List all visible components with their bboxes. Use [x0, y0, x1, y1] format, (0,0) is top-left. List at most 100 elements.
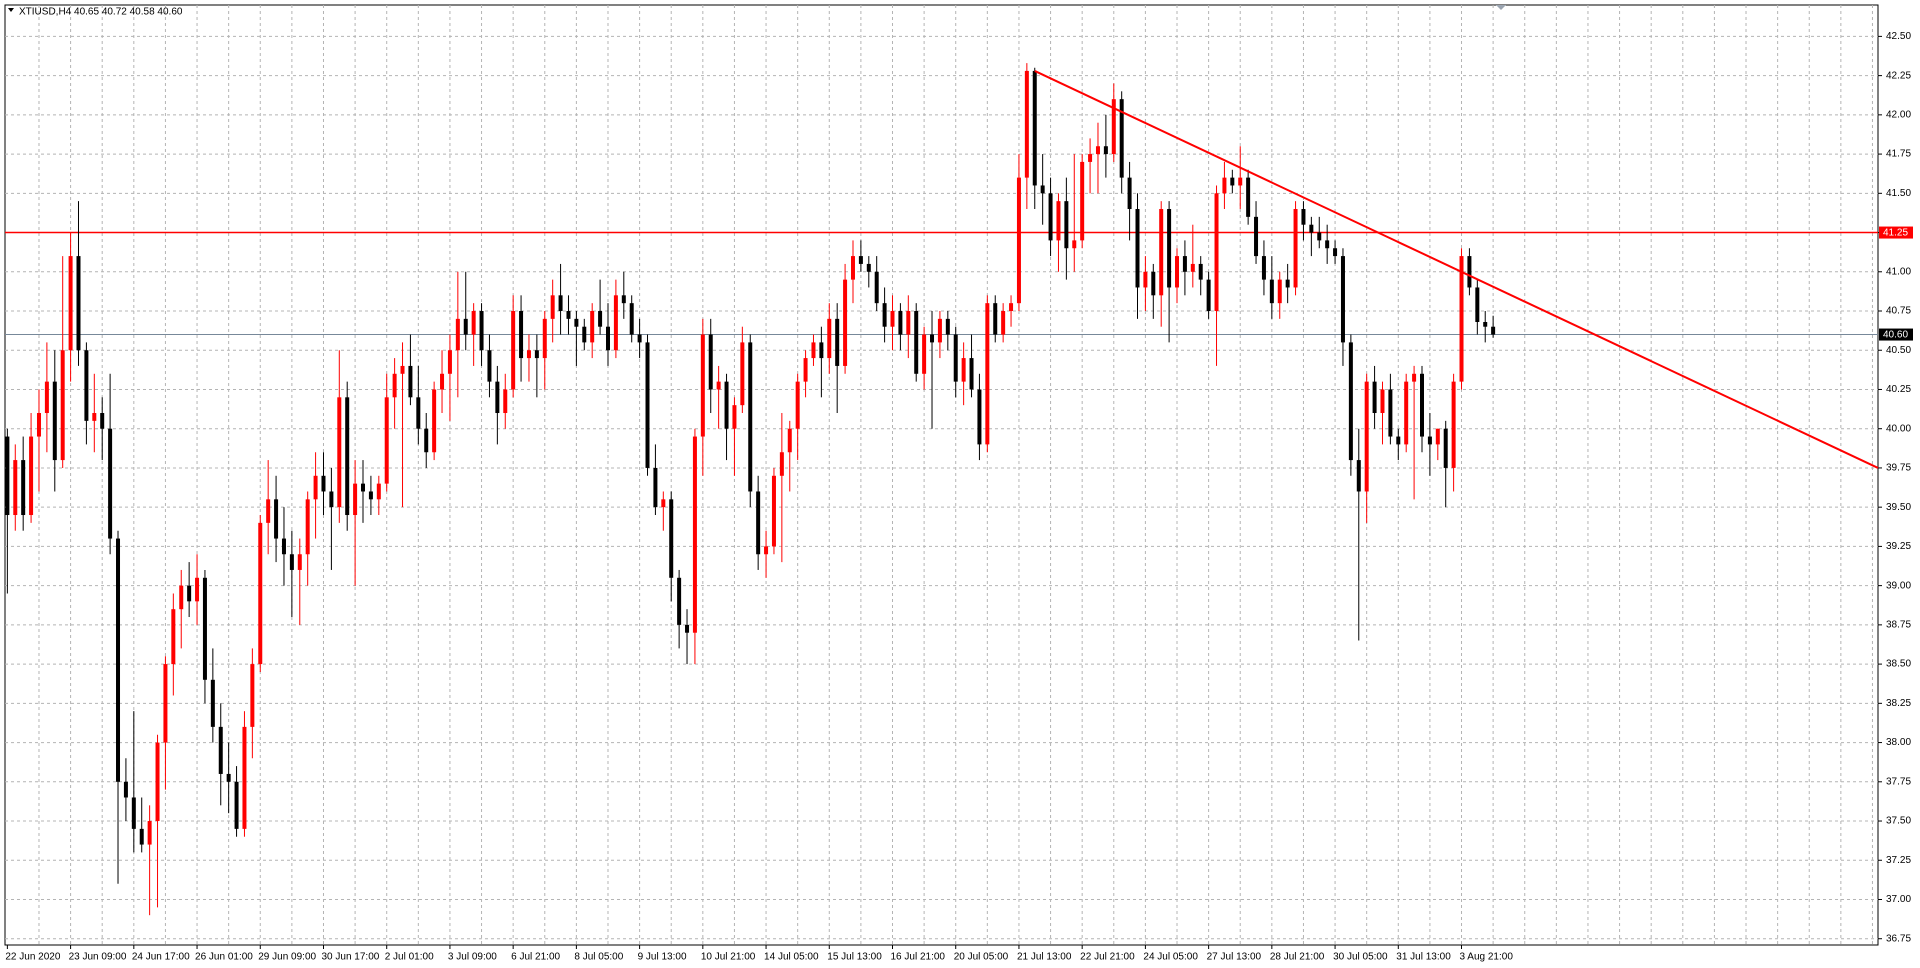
candle-body [1159, 209, 1164, 296]
candle-body [1206, 279, 1211, 312]
candle-body [613, 295, 618, 351]
candle-body [321, 475, 326, 492]
candle-body [179, 585, 184, 610]
candle-body [771, 475, 776, 547]
candle-body [424, 428, 429, 453]
candle-body [297, 554, 302, 570]
candle-body [677, 577, 682, 625]
candle-body [84, 350, 89, 421]
candle-body [1238, 177, 1243, 186]
candle-body [882, 303, 887, 327]
candle-body [432, 389, 437, 453]
candle-body [724, 381, 729, 429]
candle-body [455, 318, 460, 351]
candle-body [803, 358, 808, 382]
y-tick-label: 37.75 [1886, 776, 1911, 787]
x-tick-label: 28 Jul 21:00 [1270, 952, 1325, 963]
candle-body [1072, 240, 1077, 249]
candle-body [843, 279, 848, 366]
y-tick-label: 40.00 [1886, 423, 1911, 434]
candle-body [835, 318, 840, 366]
x-tick-label: 24 Jun 17:00 [132, 952, 190, 963]
price-tag [1879, 226, 1913, 239]
candle-body [1127, 177, 1132, 210]
candle-body [116, 538, 121, 782]
y-tick-label: 39.50 [1886, 502, 1911, 513]
candle-body [1167, 209, 1172, 288]
candle-body [511, 311, 516, 390]
candle-body [1056, 201, 1061, 241]
candle-body [819, 342, 824, 359]
candle-body [969, 358, 974, 390]
candle-body [1016, 177, 1021, 304]
candle-body [384, 397, 389, 484]
price-tag [1879, 328, 1913, 341]
candle-body [756, 491, 761, 555]
candle-body [1483, 321, 1488, 327]
candle-body [566, 311, 571, 319]
candle-body [163, 664, 168, 743]
candle-body [850, 256, 855, 280]
candle-body [495, 381, 500, 414]
candle-body [1412, 373, 1417, 382]
candle-body [1111, 99, 1116, 155]
candle-body [1301, 209, 1306, 225]
candle-body [1001, 311, 1006, 335]
candle-body [590, 311, 595, 343]
menu-arrow[interactable] [8, 8, 14, 12]
chart-title: XTIUSD,H4 40.65 40.72 40.58 40.60 [19, 7, 183, 18]
candle-body [353, 483, 358, 516]
candle-body [874, 271, 879, 304]
candle-body [1277, 279, 1282, 304]
y-tick-label: 42.00 [1886, 109, 1911, 120]
x-tick-label: 15 Jul 13:00 [827, 952, 882, 963]
y-tick-label: 40.25 [1886, 384, 1911, 395]
candle-body [645, 342, 650, 468]
x-tick-label: 3 Aug 21:00 [1460, 952, 1514, 963]
candle-body [1230, 177, 1235, 186]
candle-body [1333, 248, 1338, 257]
candle-body [329, 491, 334, 508]
shift-marker[interactable] [1496, 5, 1506, 10]
candle-body [1388, 389, 1393, 437]
y-tick-label: 36.75 [1886, 933, 1911, 944]
candle-body [202, 577, 207, 680]
candle-body [1491, 326, 1496, 335]
x-tick-label: 27 Jul 13:00 [1207, 952, 1262, 963]
candle-body [1451, 381, 1456, 468]
candle-body [250, 664, 255, 727]
candle-body [147, 821, 152, 845]
candle-body [1364, 381, 1369, 492]
candle-body [598, 311, 603, 327]
candle-body [100, 413, 105, 429]
y-tick-label: 38.75 [1886, 620, 1911, 631]
candle-body [92, 413, 97, 421]
candle-body [392, 373, 397, 398]
candle-body [108, 428, 113, 539]
candle-body [210, 679, 215, 727]
candle-body [242, 726, 247, 829]
candle-body [914, 311, 919, 374]
candle-body [1475, 287, 1480, 322]
candle-body [1175, 256, 1180, 288]
candle-body [1009, 303, 1014, 312]
candle-body [1372, 381, 1377, 414]
candle-body [1064, 201, 1069, 249]
x-tick-label: 22 Jul 21:00 [1080, 952, 1135, 963]
candle-body [716, 381, 721, 390]
y-tick-label: 40.50 [1886, 345, 1911, 356]
candle-body [29, 436, 34, 516]
candle-body [1080, 161, 1085, 241]
candle-body [653, 467, 658, 508]
candle-body [637, 334, 642, 343]
x-tick-label: 8 Jul 05:00 [574, 952, 623, 963]
candle-body [534, 350, 539, 359]
candle-body [985, 303, 990, 445]
candle-body [345, 397, 350, 516]
x-tick-label: 24 Jul 05:00 [1143, 952, 1198, 963]
candle-body [368, 491, 373, 500]
candle-body [376, 483, 381, 500]
candle-body [1435, 428, 1440, 445]
candle-body [945, 318, 950, 335]
candle-body [13, 460, 18, 516]
